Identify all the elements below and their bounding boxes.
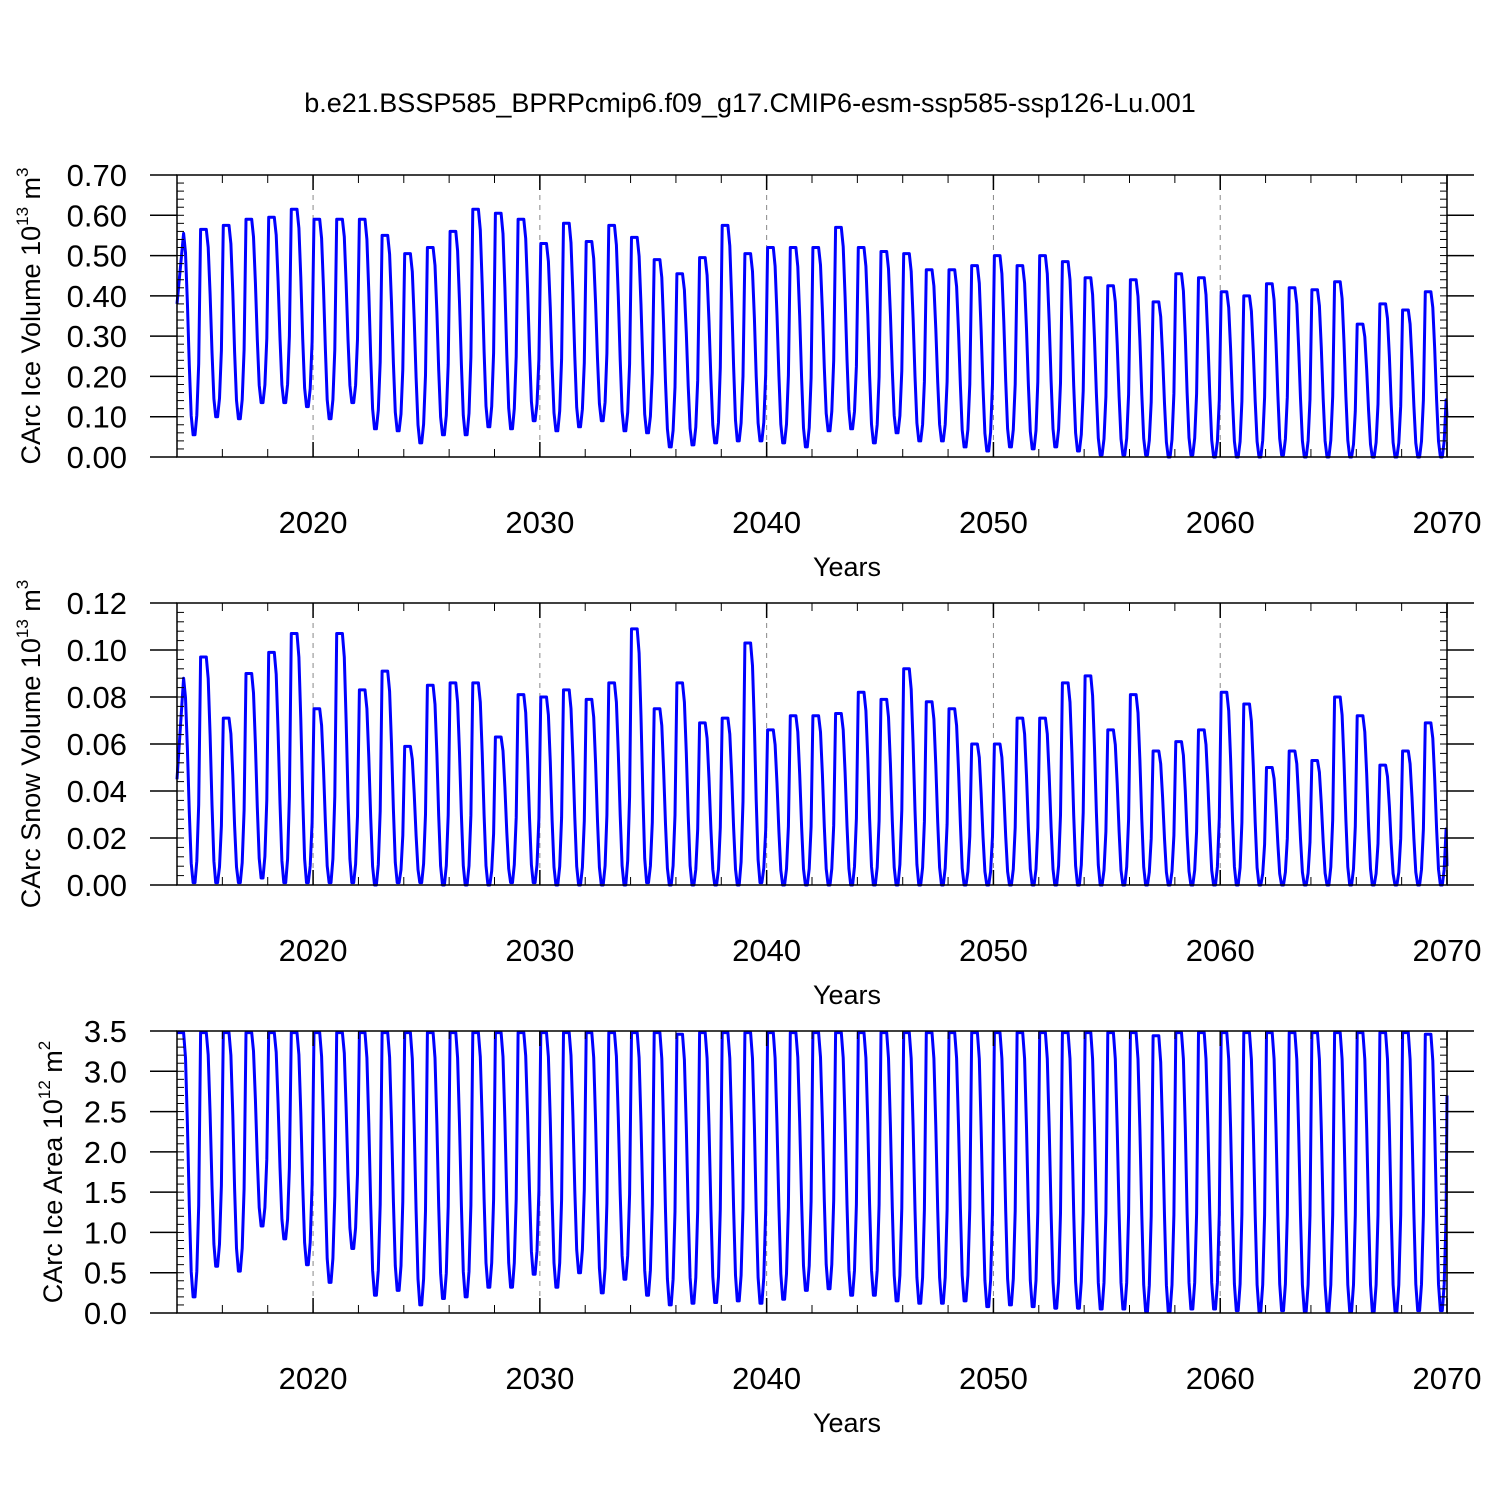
ytick-label: 3.0	[84, 1054, 127, 1089]
ylabel-exp: 12	[35, 1080, 54, 1099]
ytick-label: 0.04	[67, 774, 127, 809]
xtick-label: 2030	[505, 505, 574, 540]
ylabel-unit-exp: 3	[13, 167, 32, 176]
panel-snow-volume: 0.00 0.02 0.04 0.06 0.08 0.10 0.12 2020 2030 2040…	[13, 580, 1481, 1010]
xtick-label: 2050	[959, 933, 1028, 968]
ytick-label: 0.60	[67, 198, 127, 233]
ylabel-base: CArc Ice Area 10	[38, 1099, 68, 1303]
ytick-label: 1.0	[84, 1215, 127, 1250]
ylabel-unit-exp: 3	[13, 580, 32, 589]
ylabel-exp: 13	[13, 619, 32, 638]
ytick-label: 1.5	[84, 1175, 127, 1210]
xtick-label: 2030	[505, 933, 574, 968]
xlabel: Years	[813, 1408, 881, 1438]
ylabel-base: CArc Ice Volume 10	[16, 226, 46, 465]
ytick-label: 0.12	[67, 586, 127, 621]
ytick-label: 0.10	[67, 633, 127, 668]
ylabel: CArc Ice Volume 1013 m3	[13, 167, 46, 464]
xtick-label: 2020	[279, 933, 348, 968]
xtick-label: 2040	[732, 505, 801, 540]
xtick-label: 2040	[732, 933, 801, 968]
xtick-label: 2050	[959, 505, 1028, 540]
panel-ice-area: 0.0 0.5 1.0 1.5 2.0 2.5 3.0 3.5 2020 2030 2040 2050…	[35, 1014, 1481, 1438]
xtick-label: 2070	[1413, 1361, 1482, 1396]
xlabel: Years	[813, 980, 881, 1010]
panel-ice-volume: 0.00 0.10 0.20 0.30 0.40 0.50 0.60 0.70 2020 2030…	[13, 158, 1481, 582]
ytick-label: 0.08	[67, 680, 127, 715]
xtick-label: 2060	[1186, 505, 1255, 540]
xtick-label: 2030	[505, 1361, 574, 1396]
ylabel-exp: 13	[13, 207, 32, 226]
panels: 0.00 0.10 0.20 0.30 0.40 0.50 0.60 0.70 2020 2030…	[13, 158, 1481, 1438]
ytick-label: 0.00	[67, 440, 127, 475]
ylabel-base: CArc Snow Volume 10	[16, 638, 46, 908]
xtick-label: 2060	[1186, 933, 1255, 968]
chart-title: b.e21.BSSP585_BPRPcmip6.f09_g17.CMIP6-es…	[304, 88, 1196, 118]
ylabel-unit: m	[38, 1050, 68, 1080]
xtick-label: 2020	[279, 1361, 348, 1396]
ytick-label: 3.5	[84, 1014, 127, 1049]
ytick-label: 0.70	[67, 158, 127, 193]
ytick-label: 0.00	[67, 868, 127, 903]
series-line-ice-area	[177, 1031, 1449, 1313]
series-line-ice-volume	[175, 207, 1449, 459]
ylabel: CArc Snow Volume 1013 m3	[13, 580, 46, 909]
ylabel-unit-exp: 2	[35, 1041, 54, 1050]
ytick-label: 2.5	[84, 1095, 127, 1130]
xtick-label: 2050	[959, 1361, 1028, 1396]
ytick-label: 0.06	[67, 727, 127, 762]
ytick-label: 0.02	[67, 821, 127, 856]
xtick-label: 2060	[1186, 1361, 1255, 1396]
ytick-label: 0.0	[84, 1296, 127, 1331]
ylabel-unit: m	[16, 589, 46, 619]
ytick-label: 0.5	[84, 1256, 127, 1291]
xtick-label: 2040	[732, 1361, 801, 1396]
ytick-label: 0.10	[67, 400, 127, 435]
ylabel: CArc Ice Area 1012 m2	[35, 1041, 68, 1304]
ytick-label: 0.40	[67, 279, 127, 314]
xlabel: Years	[813, 552, 881, 582]
ytick-label: 0.30	[67, 319, 127, 354]
ytick-label: 2.0	[84, 1135, 127, 1170]
xtick-label: 2020	[279, 505, 348, 540]
ytick-label: 0.20	[67, 359, 127, 394]
ylabel-unit: m	[16, 177, 46, 207]
xtick-label: 2070	[1413, 933, 1482, 968]
ytick-label: 0.50	[67, 239, 127, 274]
series-line-snow-volume	[175, 627, 1449, 887]
xtick-label: 2070	[1413, 505, 1482, 540]
